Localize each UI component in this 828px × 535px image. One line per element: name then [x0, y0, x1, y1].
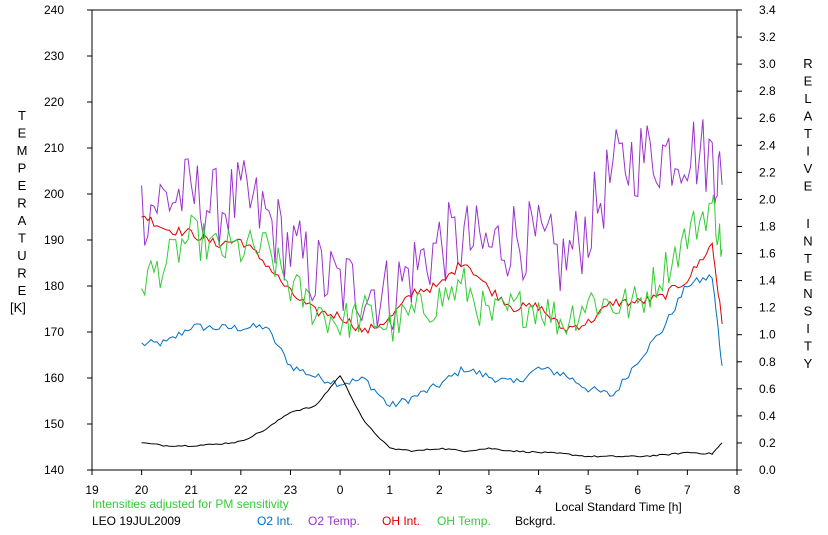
right-axis-label-letter: V: [804, 161, 813, 176]
right-axis-label-letter: T: [804, 251, 812, 266]
right-tick-label: 1.8: [759, 219, 776, 233]
right-axis-label-letter: S: [804, 304, 813, 319]
legend-oh-int: OH Int.: [382, 514, 421, 528]
right-tick-label: 2.6: [759, 111, 776, 125]
x-axis-label: Local Standard Time [h]: [555, 500, 682, 514]
right-tick-label: 3.2: [759, 30, 776, 44]
left-tick-label: 240: [44, 3, 64, 17]
right-axis-label-letter: R: [803, 56, 812, 71]
x-tick-label: 8: [734, 483, 741, 497]
legend-bckgrd: Bckgrd.: [515, 514, 556, 528]
right-tick-label: 2.0: [759, 192, 776, 206]
left-tick-label: 140: [44, 463, 64, 477]
left-axis-unit: [K]: [10, 300, 26, 315]
left-tick-label: 200: [44, 187, 64, 201]
right-tick-label: 0.2: [759, 436, 776, 450]
left-axis-label-letter: P: [18, 161, 27, 176]
right-tick-label: 3.0: [759, 57, 776, 71]
right-tick-label: 0.0: [759, 463, 776, 477]
right-tick-label: 2.4: [759, 138, 776, 152]
right-tick-label: 2.2: [759, 165, 776, 179]
right-axis-label-letter: E: [804, 74, 813, 89]
left-tick-label: 180: [44, 279, 64, 293]
right-axis-label-letter: N: [803, 234, 812, 249]
x-tick-label: 23: [284, 483, 298, 497]
left-axis-label-letter: A: [18, 213, 27, 228]
series-line-2: [141, 215, 723, 335]
left-tick-label: 170: [44, 325, 64, 339]
x-tick-label: 4: [535, 483, 542, 497]
left-tick-label: 160: [44, 371, 64, 385]
x-tick-label: 22: [234, 483, 248, 497]
right-tick-label: 1.6: [759, 247, 776, 261]
right-axis-label-letter: A: [804, 109, 813, 124]
left-tick-label: 220: [44, 95, 64, 109]
right-tick-label: 3.4: [759, 3, 776, 17]
x-tick-label: 5: [585, 483, 592, 497]
x-tick-label: 6: [634, 483, 641, 497]
right-tick-label: 1.2: [759, 301, 776, 315]
left-tick-label: 230: [44, 49, 64, 63]
right-axis-ticks: 0.0 0.2 0.4 0.6 0.8 1.0 1.2 1.4 1.6 1.8 2.0 2.2 2.4 2…: [737, 3, 776, 477]
x-tick-label: 21: [185, 483, 199, 497]
x-tick-label: 2: [436, 483, 443, 497]
series-lines: [141, 119, 723, 458]
x-tick-label: 19: [85, 483, 99, 497]
x-tick-label: 1: [386, 483, 393, 497]
right-tick-label: 0.4: [759, 409, 776, 423]
left-axis-label-letter: R: [17, 196, 26, 211]
right-axis-label-letter: E: [804, 179, 813, 194]
right-tick-label: 1.0: [759, 328, 776, 342]
left-axis-ticks: 140 150 160 170 180 190 200 210 220 230 240: [44, 3, 92, 477]
legend-oh-temp: OH Temp.: [437, 514, 491, 528]
right-axis-label-letter: T: [804, 126, 812, 141]
left-axis-label-letter: R: [17, 266, 26, 281]
right-tick-label: 2.8: [759, 84, 776, 98]
series-line-0: [141, 274, 723, 408]
series-line-1: [141, 119, 723, 330]
pm-sensitivity-note: Intensities adjusted for PM sensitivity: [92, 497, 289, 511]
station-date: LEO 19JUL2009: [92, 514, 181, 528]
x-tick-label: 20: [135, 483, 149, 497]
legend-o2-int: O2 Int.: [257, 514, 294, 528]
legend-o2-temp: O2 Temp.: [308, 514, 360, 528]
right-axis-label-letter: I: [806, 144, 810, 159]
x-tick-label: 0: [337, 483, 344, 497]
left-axis-label-letter: E: [18, 178, 27, 193]
plot-frame: [91, 9, 738, 471]
left-axis-label-letter: M: [17, 143, 28, 158]
left-tick-label: 210: [44, 141, 64, 155]
left-tick-label: 190: [44, 233, 64, 247]
left-axis-label-letter: E: [18, 126, 27, 141]
right-tick-label: 1.4: [759, 274, 776, 288]
left-axis-label-letter: U: [17, 248, 26, 263]
right-tick-label: 0.8: [759, 355, 776, 369]
right-axis-label-letter: N: [803, 286, 812, 301]
series-line-3: [141, 194, 723, 342]
left-axis-label-letter: T: [18, 231, 26, 246]
left-tick-label: 150: [44, 417, 64, 431]
series-line-4: [141, 374, 723, 458]
left-axis-label-letter: T: [18, 108, 26, 123]
x-tick-label: 3: [486, 483, 493, 497]
right-axis-label-letter: E: [804, 269, 813, 284]
right-axis-label-letter: T: [804, 339, 812, 354]
right-axis-label-letter: L: [804, 91, 811, 106]
right-axis-label-letter: Y: [804, 356, 813, 371]
left-axis-label-letter: E: [18, 283, 27, 298]
x-tick-label: 7: [684, 483, 691, 497]
right-axis-label-letter: I: [806, 321, 810, 336]
right-tick-label: 0.6: [759, 382, 776, 396]
x-axis-ticks: 19 20 21 22 23 0 1 2 3 4 5 6 7 8: [85, 470, 741, 497]
right-axis-label-letter: I: [806, 216, 810, 231]
